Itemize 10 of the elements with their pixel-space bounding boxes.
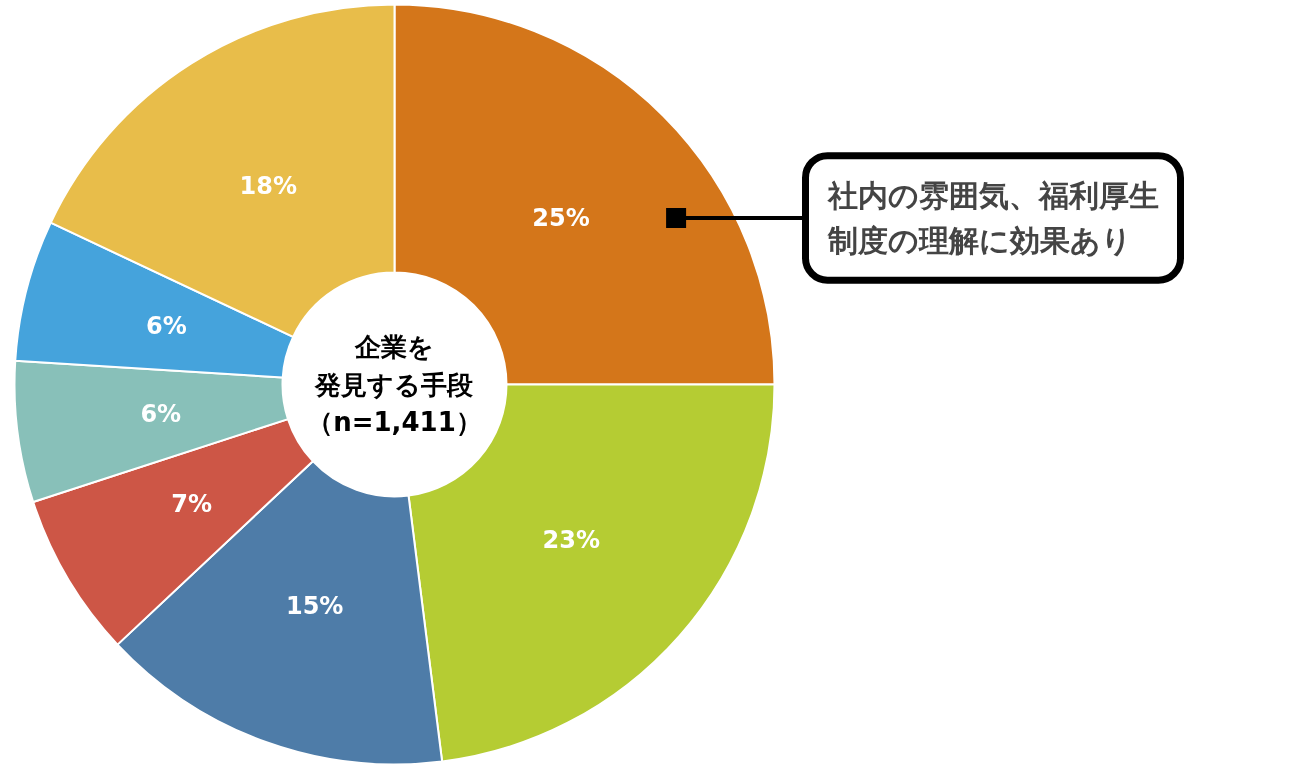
- data-label: 25%: [532, 203, 590, 232]
- data-label: 6%: [145, 311, 187, 340]
- text: （n=1,411）: [307, 407, 482, 437]
- data-label: 7%: [171, 490, 213, 519]
- data-label: 15%: [285, 592, 344, 621]
- text: 社内の雰囲気、福利厚生制度の理解に効果あり: [826, 177, 1159, 259]
- data-label: 23%: [542, 526, 600, 555]
- data-label: 18%: [239, 171, 297, 200]
- data-label: 6%: [140, 400, 182, 429]
- text: 企業を発見する手段: [314, 332, 475, 400]
